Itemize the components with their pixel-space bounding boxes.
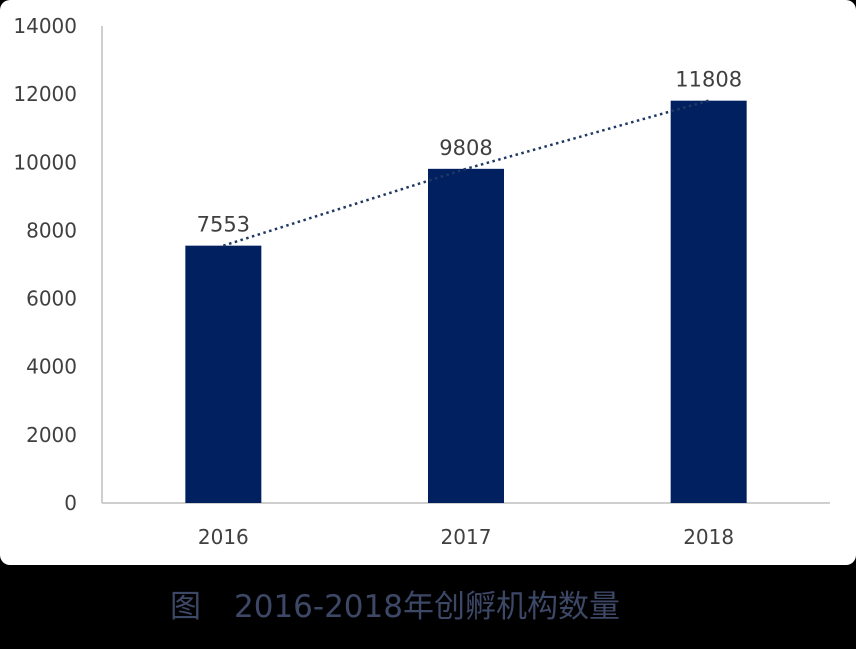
data-labels: 7553 9808 11808	[197, 68, 742, 237]
x-tick-labels: 2016 2017 2018	[198, 525, 734, 549]
y-tick-label: 0	[64, 491, 77, 515]
y-tick-label: 14000	[13, 14, 77, 38]
y-tick-label: 2000	[26, 423, 77, 447]
y-tick-label: 8000	[26, 218, 77, 242]
bar	[185, 245, 262, 503]
data-label: 11808	[675, 68, 742, 92]
caption-prefix: 图	[170, 589, 201, 625]
y-tick-label: 4000	[26, 355, 77, 379]
y-tick-label: 10000	[13, 150, 77, 174]
bar	[428, 168, 504, 503]
x-tick-label: 2017	[441, 525, 492, 549]
y-tick-labels: 0 2000 4000 6000 8000 10000 12000 14000	[13, 14, 77, 515]
trendline	[222, 99, 710, 247]
x-tick-label: 2018	[683, 525, 734, 549]
bars	[185, 100, 747, 503]
chart-panel: 0 2000 4000 6000 8000 10000 12000 14000 2016 201…	[0, 0, 856, 565]
data-label: 7553	[197, 213, 250, 237]
x-tick-label: 2016	[198, 525, 249, 549]
bar	[670, 100, 747, 503]
trendline-group	[222, 99, 710, 247]
y-tick-label: 6000	[26, 287, 77, 311]
figure-caption: 图 2016-2018年创孵机构数量	[0, 565, 856, 649]
data-label: 9808	[439, 136, 492, 160]
y-tick-label: 12000	[13, 82, 77, 106]
caption-text: 2016-2018年创孵机构数量	[234, 589, 620, 625]
